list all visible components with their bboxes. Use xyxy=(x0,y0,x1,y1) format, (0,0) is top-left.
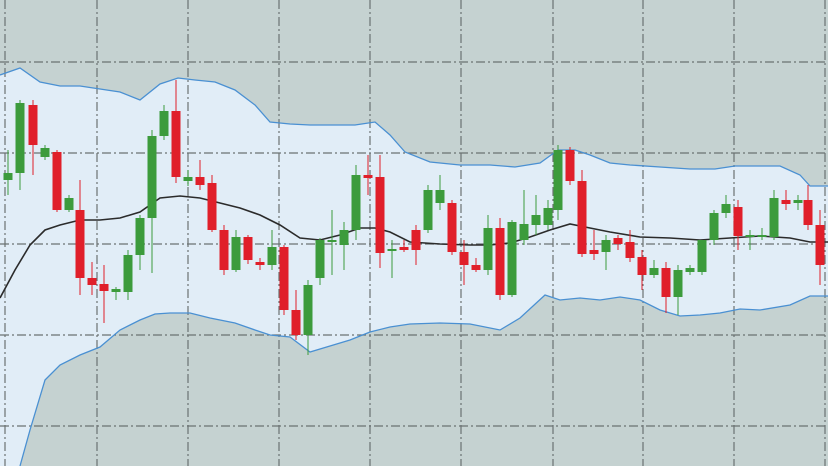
candle-body xyxy=(87,278,97,285)
candle-body xyxy=(183,177,193,181)
candle-body xyxy=(327,240,337,242)
candle-body xyxy=(159,111,169,136)
candle-body xyxy=(267,247,277,265)
candle-body xyxy=(135,218,145,255)
candle-body xyxy=(40,148,50,157)
candle-body xyxy=(781,200,791,204)
candle-body xyxy=(52,152,62,210)
candle-body xyxy=(757,235,767,237)
band-line xyxy=(0,195,828,299)
candle-body xyxy=(435,190,445,203)
candle-body xyxy=(803,200,813,225)
band-line xyxy=(0,67,828,187)
candle-body xyxy=(279,247,289,310)
candle-body xyxy=(673,270,683,297)
candle-body xyxy=(459,252,469,265)
candle-body xyxy=(303,285,313,335)
candle-body xyxy=(769,198,779,237)
candle-body xyxy=(219,230,229,270)
candle-body xyxy=(637,257,647,275)
candle-body xyxy=(351,175,361,230)
candle-body xyxy=(195,177,205,185)
candle-body xyxy=(363,175,373,178)
candle-body xyxy=(471,265,481,270)
candle-body xyxy=(733,207,743,236)
candle-body xyxy=(721,204,731,213)
candle-body xyxy=(99,284,109,291)
candle-body xyxy=(661,268,671,297)
candle-body xyxy=(255,262,265,265)
candle-body xyxy=(613,238,623,244)
candle-body xyxy=(15,103,25,173)
candle-body xyxy=(423,190,433,230)
candle-body xyxy=(709,213,719,240)
candle-body xyxy=(519,224,529,240)
candle-body xyxy=(339,230,349,245)
candle-body xyxy=(531,215,541,225)
candle-body xyxy=(495,228,505,295)
candle-body xyxy=(315,240,325,278)
candle-body xyxy=(745,235,755,237)
candle-body xyxy=(543,208,553,225)
candle-body xyxy=(64,198,74,210)
candle-body xyxy=(123,255,133,292)
candle-body xyxy=(793,200,803,203)
candle-body xyxy=(291,310,301,335)
candle-body xyxy=(649,268,659,275)
candle-body xyxy=(399,247,409,250)
candle-body xyxy=(589,250,599,254)
candle-body xyxy=(243,237,253,260)
candle-body xyxy=(147,136,157,218)
candle-body xyxy=(207,183,217,230)
candle-body xyxy=(625,242,635,258)
candle-body xyxy=(171,111,181,177)
candle-body xyxy=(231,237,241,270)
candle-body xyxy=(601,240,611,252)
candle-body xyxy=(815,225,825,265)
candle-body xyxy=(697,240,707,272)
candle-body xyxy=(577,181,587,254)
candle-body xyxy=(553,150,563,210)
candle-body xyxy=(507,222,517,295)
candle-body xyxy=(3,173,13,180)
candle-body xyxy=(375,177,385,253)
candle-body xyxy=(411,230,421,250)
band-fill xyxy=(0,68,828,466)
candle-body xyxy=(75,210,85,278)
candle-body xyxy=(28,105,38,145)
candle-body xyxy=(565,150,575,181)
candle-body xyxy=(111,289,121,292)
candle-body xyxy=(387,249,397,251)
candle-body xyxy=(447,203,457,252)
band-line xyxy=(19,294,828,466)
candle-body xyxy=(685,268,695,272)
candle-body xyxy=(483,228,493,270)
